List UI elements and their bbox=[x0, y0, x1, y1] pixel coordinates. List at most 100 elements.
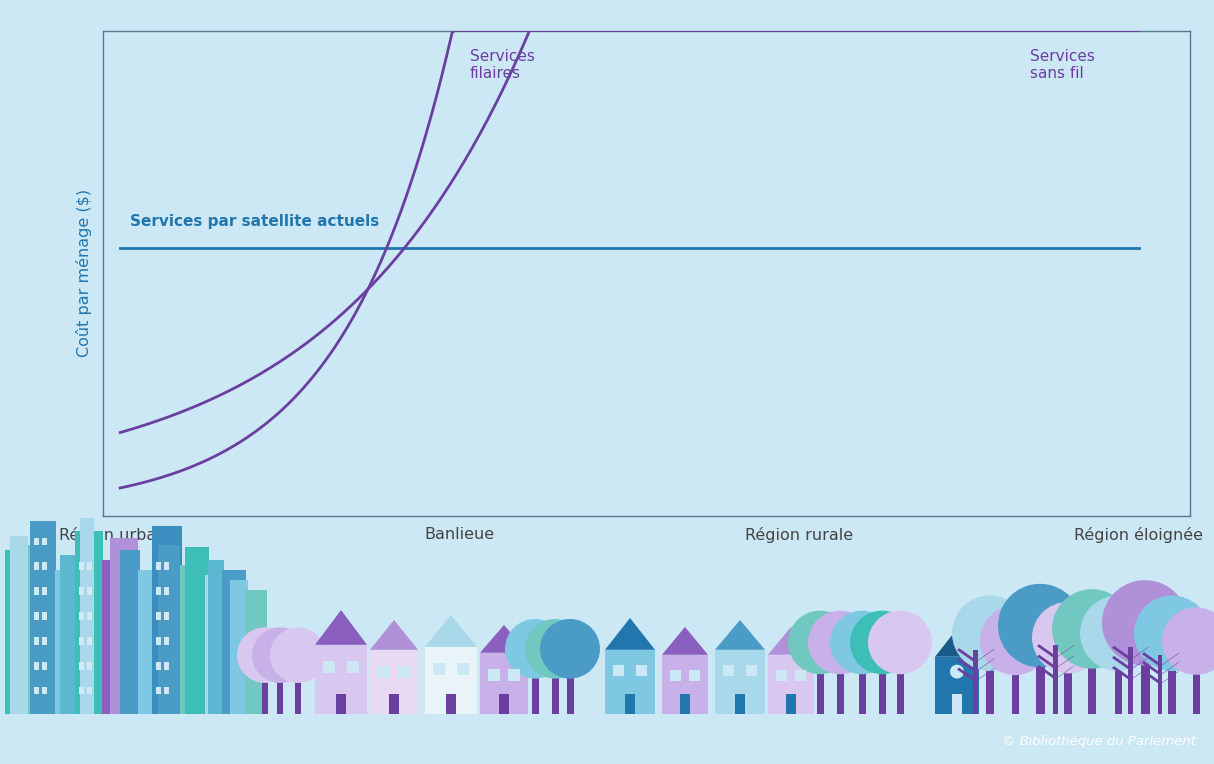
Circle shape bbox=[253, 627, 308, 683]
Circle shape bbox=[980, 606, 1050, 675]
Bar bbox=[79, 687, 84, 694]
Bar bbox=[858, 665, 866, 714]
Bar bbox=[972, 649, 978, 714]
Bar bbox=[110, 538, 138, 714]
Bar bbox=[662, 655, 708, 714]
Bar bbox=[1192, 665, 1199, 714]
Text: © Bibliothèque du Parlement: © Bibliothèque du Parlement bbox=[1002, 735, 1196, 748]
Bar bbox=[625, 694, 635, 714]
Bar bbox=[42, 612, 47, 620]
Bar bbox=[398, 665, 410, 678]
Bar bbox=[446, 694, 456, 714]
Bar bbox=[87, 562, 92, 570]
Circle shape bbox=[868, 610, 932, 674]
Bar bbox=[157, 662, 161, 669]
Bar bbox=[102, 560, 124, 714]
Bar bbox=[229, 581, 248, 714]
Bar bbox=[222, 570, 246, 714]
Bar bbox=[935, 657, 978, 714]
Polygon shape bbox=[975, 658, 995, 672]
Bar bbox=[42, 588, 47, 595]
Circle shape bbox=[1032, 602, 1104, 673]
Bar bbox=[34, 687, 39, 694]
Bar bbox=[79, 588, 84, 595]
Bar bbox=[55, 570, 70, 714]
Bar bbox=[1168, 659, 1176, 714]
Bar bbox=[347, 661, 359, 672]
Bar bbox=[120, 550, 140, 714]
Text: Services
filaires: Services filaires bbox=[470, 49, 535, 82]
Bar bbox=[79, 637, 84, 645]
Bar bbox=[295, 675, 301, 714]
Bar bbox=[795, 669, 806, 681]
Bar bbox=[507, 668, 520, 681]
Text: Services
sans fil: Services sans fil bbox=[1031, 49, 1095, 82]
Bar bbox=[567, 669, 573, 714]
Circle shape bbox=[809, 610, 872, 674]
Bar bbox=[532, 669, 539, 714]
Bar bbox=[456, 662, 469, 675]
Bar bbox=[433, 662, 446, 675]
Bar bbox=[768, 655, 815, 714]
Bar bbox=[79, 662, 84, 669]
Bar bbox=[59, 555, 80, 714]
Bar bbox=[425, 647, 477, 714]
Bar bbox=[79, 612, 84, 620]
Bar bbox=[388, 694, 399, 714]
Bar bbox=[1063, 662, 1072, 714]
Bar bbox=[605, 649, 656, 714]
Polygon shape bbox=[957, 668, 977, 682]
Circle shape bbox=[998, 584, 1082, 667]
Bar bbox=[34, 562, 39, 570]
Circle shape bbox=[1102, 580, 1189, 665]
Bar bbox=[34, 637, 39, 645]
Bar bbox=[87, 637, 92, 645]
Bar bbox=[79, 562, 84, 570]
Circle shape bbox=[1134, 596, 1210, 671]
Bar bbox=[5, 550, 27, 714]
Bar bbox=[551, 669, 558, 714]
Bar bbox=[314, 645, 367, 714]
Bar bbox=[986, 659, 994, 714]
Bar bbox=[158, 545, 180, 714]
Circle shape bbox=[850, 610, 914, 674]
Polygon shape bbox=[1130, 646, 1150, 660]
Bar bbox=[164, 687, 169, 694]
Bar bbox=[1114, 659, 1122, 714]
Polygon shape bbox=[715, 620, 765, 649]
Bar bbox=[205, 575, 225, 714]
Bar bbox=[670, 669, 681, 681]
Bar bbox=[180, 565, 198, 714]
Bar bbox=[157, 588, 161, 595]
Polygon shape bbox=[1142, 670, 1162, 685]
Bar bbox=[952, 694, 961, 714]
Polygon shape bbox=[605, 618, 656, 649]
Bar bbox=[42, 662, 47, 669]
Polygon shape bbox=[975, 648, 995, 662]
Polygon shape bbox=[768, 627, 815, 655]
Bar bbox=[680, 694, 690, 714]
Bar bbox=[87, 612, 92, 620]
Polygon shape bbox=[957, 658, 977, 672]
Bar bbox=[42, 562, 47, 570]
Bar bbox=[488, 668, 500, 681]
Polygon shape bbox=[1112, 646, 1131, 660]
Bar bbox=[157, 687, 161, 694]
Polygon shape bbox=[370, 620, 418, 649]
Bar bbox=[185, 548, 209, 714]
Circle shape bbox=[270, 627, 327, 683]
Bar bbox=[745, 665, 758, 675]
Bar bbox=[157, 637, 161, 645]
Polygon shape bbox=[662, 627, 708, 655]
Polygon shape bbox=[975, 668, 995, 682]
Bar bbox=[75, 530, 103, 714]
Bar bbox=[164, 637, 169, 645]
Circle shape bbox=[524, 619, 585, 678]
Bar bbox=[1128, 647, 1133, 714]
Bar bbox=[42, 637, 47, 645]
Bar bbox=[1036, 655, 1044, 714]
Bar bbox=[10, 536, 28, 714]
Polygon shape bbox=[1055, 655, 1076, 669]
Circle shape bbox=[788, 610, 852, 674]
Bar bbox=[370, 649, 418, 714]
